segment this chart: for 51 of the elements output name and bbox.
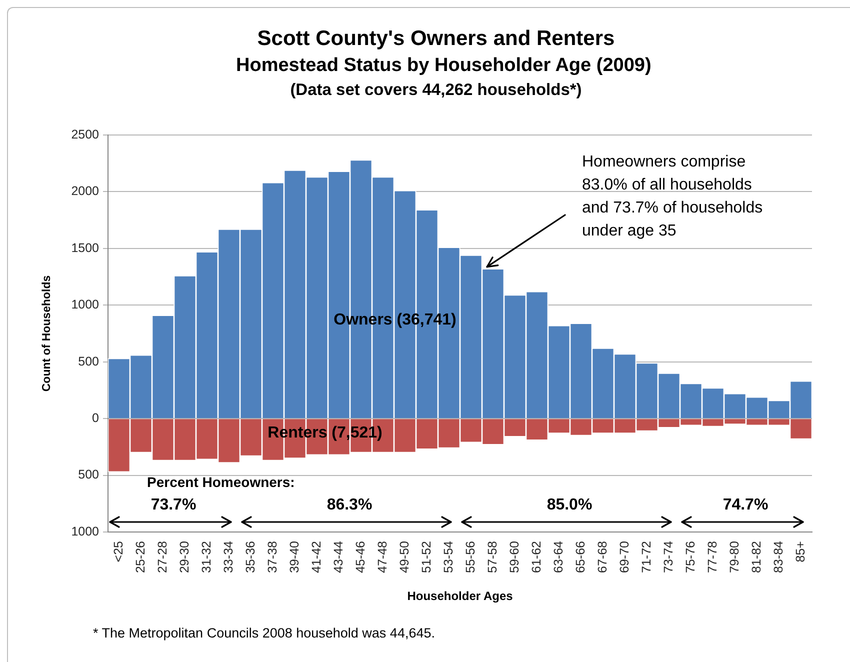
x-tick-label: 65-66 [573,540,588,573]
y-axis-title: Count of Households [41,275,54,392]
x-tick-label: 61-62 [529,540,544,573]
x-tick-label: 45-46 [353,540,368,573]
text: * The Metropolitan Councils 2008 household was 44,645. [93,626,435,641]
x-tick-label: <25 [111,540,126,562]
annotation: 74.7% [722,496,768,514]
x-tick-label: 39-40 [287,540,302,573]
x-tick-label: 77-78 [705,540,720,573]
x-tick-label: 33-34 [221,540,236,573]
x-tick-label: 59-60 [507,540,522,573]
x-tick-label: 79-80 [727,540,742,573]
x-tick-label: 35-36 [243,540,258,573]
y-tick-label: 500 [78,354,100,368]
chart-subtitle: Homestead Status by Householder Age (2009) (Data set covers 44,262 households*) [236,54,652,101]
x-tick-label: 47-48 [375,540,390,573]
x-tick-label: 49-50 [397,540,412,573]
x-tick-label: 63-64 [551,540,566,573]
x-tick-label: 53-54 [441,540,456,573]
x-tick-label: 67-68 [595,540,610,573]
x-tick-label: 69-70 [617,540,632,573]
annotation: 73.7% [150,496,196,514]
x-tick-label: 27-28 [155,540,170,573]
annotation: Percent Homeowners: [147,474,295,490]
annotation: 85.0% [546,496,592,514]
x-tick-label: 83-84 [771,540,786,573]
x-tick-label: 25-26 [133,540,148,573]
x-tick-label: 43-44 [331,540,346,573]
y-tick-label: 1000 [71,524,100,538]
chart-title: Scott County's Owners and Renters [256,26,616,50]
x-tick-label: 37-38 [265,540,280,573]
y-tick-label: 500 [78,468,100,482]
x-tick-label: 51-52 [419,540,434,573]
annotation: Homeowners comprise 83.0% of all households and 73.7% of households under age 35 [582,153,763,240]
y-tick-label: 0 [92,411,100,426]
x-tick-label: 73-74 [661,540,676,573]
x-tick-label: 85+ [793,541,808,562]
x-tick-label: 57-58 [485,540,500,573]
x-tick-label: 29-30 [177,540,192,573]
x-tick-label: 31-32 [199,540,214,573]
y-tick-label: 2500 [71,127,100,142]
x-tick-label: 41-42 [309,540,324,573]
x-tick-label: 71-72 [639,540,654,573]
annotation: 86.3% [326,496,372,514]
y-tick-label: 2000 [71,184,100,198]
x-tick-label: 75-76 [683,540,698,573]
x-tick-label: 81-82 [749,540,764,573]
x-tick-label: 55-56 [463,540,478,573]
x-axis-title: Householder Ages [407,589,514,604]
y-tick-label: 1000 [71,298,100,312]
y-tick-label: 1500 [71,240,100,255]
